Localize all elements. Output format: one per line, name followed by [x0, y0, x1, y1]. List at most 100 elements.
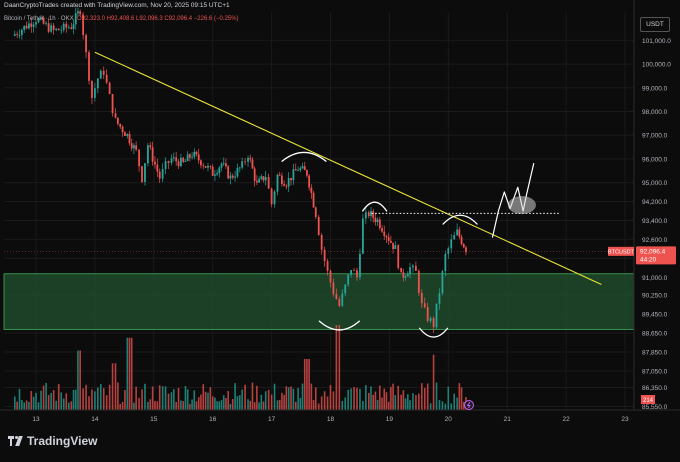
candle-body — [175, 157, 178, 162]
candle-body — [253, 168, 256, 181]
volume-bar — [229, 403, 232, 410]
volume-bar — [438, 400, 441, 410]
candle-body — [85, 34, 87, 53]
top-arc-3[interactable] — [442, 214, 478, 225]
symbol-tag[interactable] — [608, 246, 634, 256]
volume-bar — [404, 398, 407, 410]
candle-body — [249, 157, 252, 160]
volume-bar — [182, 401, 185, 410]
candle-body — [432, 318, 435, 328]
candle-body — [184, 160, 187, 162]
price-tick-label: 88,650.0 — [642, 331, 668, 338]
volume-bar — [317, 403, 320, 410]
lightning-icon — [466, 401, 471, 409]
candle-body — [301, 166, 304, 169]
top-arc-2[interactable] — [362, 201, 388, 212]
volume-bar — [60, 392, 63, 410]
top-arc-1[interactable] — [281, 151, 327, 162]
price-tick-label: 89,450.0 — [642, 312, 668, 319]
volume-bar — [426, 383, 429, 410]
candle-body — [258, 178, 260, 183]
volume-bar — [456, 397, 458, 410]
volume-bar — [418, 393, 420, 410]
candle-body — [264, 176, 267, 181]
candle-body — [20, 29, 23, 35]
candle-body — [30, 23, 33, 27]
candle-body — [202, 165, 205, 167]
currency-button[interactable]: USDT — [640, 17, 670, 32]
candle-body — [99, 70, 102, 79]
price-tick-label: 90,250.0 — [642, 293, 668, 300]
candle-body — [108, 82, 111, 94]
bottom-arc-2[interactable] — [418, 327, 449, 338]
candle-body — [18, 34, 21, 36]
volume-bar — [392, 383, 394, 410]
trendline[interactable] — [94, 51, 602, 285]
candle-body — [170, 158, 173, 164]
volume-bar — [32, 396, 35, 410]
volume-bar — [218, 401, 221, 410]
volume-tag-value: 214 — [643, 398, 654, 404]
volume-bar — [30, 391, 33, 410]
volume-bar — [294, 401, 297, 410]
volume-bar — [385, 392, 388, 410]
volume-bar — [204, 391, 207, 410]
volume-bar — [290, 386, 292, 410]
volume-bar — [91, 389, 93, 410]
alert-icon[interactable] — [464, 400, 474, 410]
candle-body — [402, 272, 405, 278]
volume-bar — [314, 387, 317, 410]
volume-bar — [47, 395, 50, 410]
volume-bar — [211, 396, 214, 410]
volume-bar — [180, 400, 182, 410]
volume-bar — [55, 400, 57, 410]
candle-body — [347, 274, 350, 285]
volume-bar — [458, 383, 461, 410]
volume-bar — [65, 393, 68, 410]
candle-body — [435, 303, 438, 328]
volume-bar — [220, 400, 223, 410]
volume-bar — [128, 337, 131, 410]
volume-bar — [124, 389, 126, 410]
volume-bar — [297, 387, 299, 410]
price-tick-label: 91,000.0 — [642, 275, 668, 282]
candle-body — [370, 211, 372, 217]
candle-body — [383, 231, 386, 237]
volume-bar — [121, 401, 124, 410]
target-highlight[interactable] — [507, 196, 536, 215]
candle-body — [462, 244, 465, 248]
candle-body — [144, 163, 146, 182]
candle-body — [308, 175, 311, 188]
volume-bar — [200, 394, 202, 410]
volume-bar — [390, 386, 392, 410]
time-tick-label: 16 — [209, 416, 217, 423]
candle-body — [260, 176, 263, 179]
bottom-arc-1[interactable] — [318, 320, 360, 331]
candle-body — [177, 161, 180, 167]
volume-bar — [460, 387, 463, 410]
candle-body — [335, 293, 338, 300]
candle-body — [387, 237, 390, 241]
price-tag[interactable] — [636, 246, 676, 265]
candle-body — [37, 19, 40, 23]
volume-bar — [359, 388, 361, 410]
volume-bar — [332, 391, 335, 410]
volume-bar — [222, 395, 225, 410]
symbol-name[interactable]: Bitcoin / Tether · 1h · OKX — [4, 16, 74, 22]
candle-body — [392, 242, 394, 249]
volume-bar — [292, 388, 295, 410]
volume-bar — [415, 394, 417, 410]
volume-bar — [74, 389, 77, 410]
candle-body — [317, 216, 320, 235]
price-tick-label: 101,000.0 — [642, 38, 671, 45]
time-tick-label: 14 — [91, 416, 99, 423]
volume-bar — [409, 400, 411, 410]
volume-bar — [40, 390, 42, 410]
price-tick-label: 94,200.0 — [642, 199, 668, 206]
candle-body — [105, 74, 108, 83]
candle-body — [270, 188, 273, 205]
volume-bar — [278, 399, 281, 410]
candle-body — [409, 267, 411, 275]
brand-name: TradingView — [27, 434, 98, 448]
